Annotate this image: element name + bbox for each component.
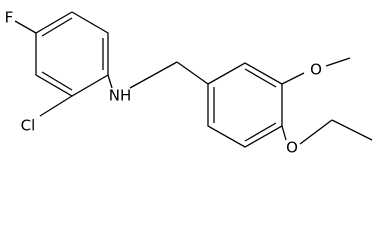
double-bond xyxy=(41,17,73,37)
bond xyxy=(281,125,287,141)
atom-label: Cl xyxy=(21,117,36,135)
bond xyxy=(331,119,373,141)
ring-right xyxy=(207,62,283,148)
double-bond xyxy=(244,68,277,88)
bond xyxy=(325,57,351,67)
double-bond xyxy=(244,122,277,142)
bond xyxy=(176,61,209,85)
ring-left xyxy=(35,11,109,97)
bond xyxy=(107,74,113,89)
double-bond xyxy=(41,71,73,91)
atom-label: O xyxy=(286,139,298,157)
bond xyxy=(14,20,37,34)
bond xyxy=(299,119,333,145)
bond xyxy=(281,72,305,85)
atom-label: F xyxy=(5,9,14,27)
molecule-diagram: F Cl NH O O xyxy=(5,9,373,157)
bond xyxy=(129,61,178,89)
bonds xyxy=(14,11,373,148)
atom-label: NH xyxy=(109,87,132,105)
atom-label: O xyxy=(310,61,322,79)
bond xyxy=(39,95,73,117)
